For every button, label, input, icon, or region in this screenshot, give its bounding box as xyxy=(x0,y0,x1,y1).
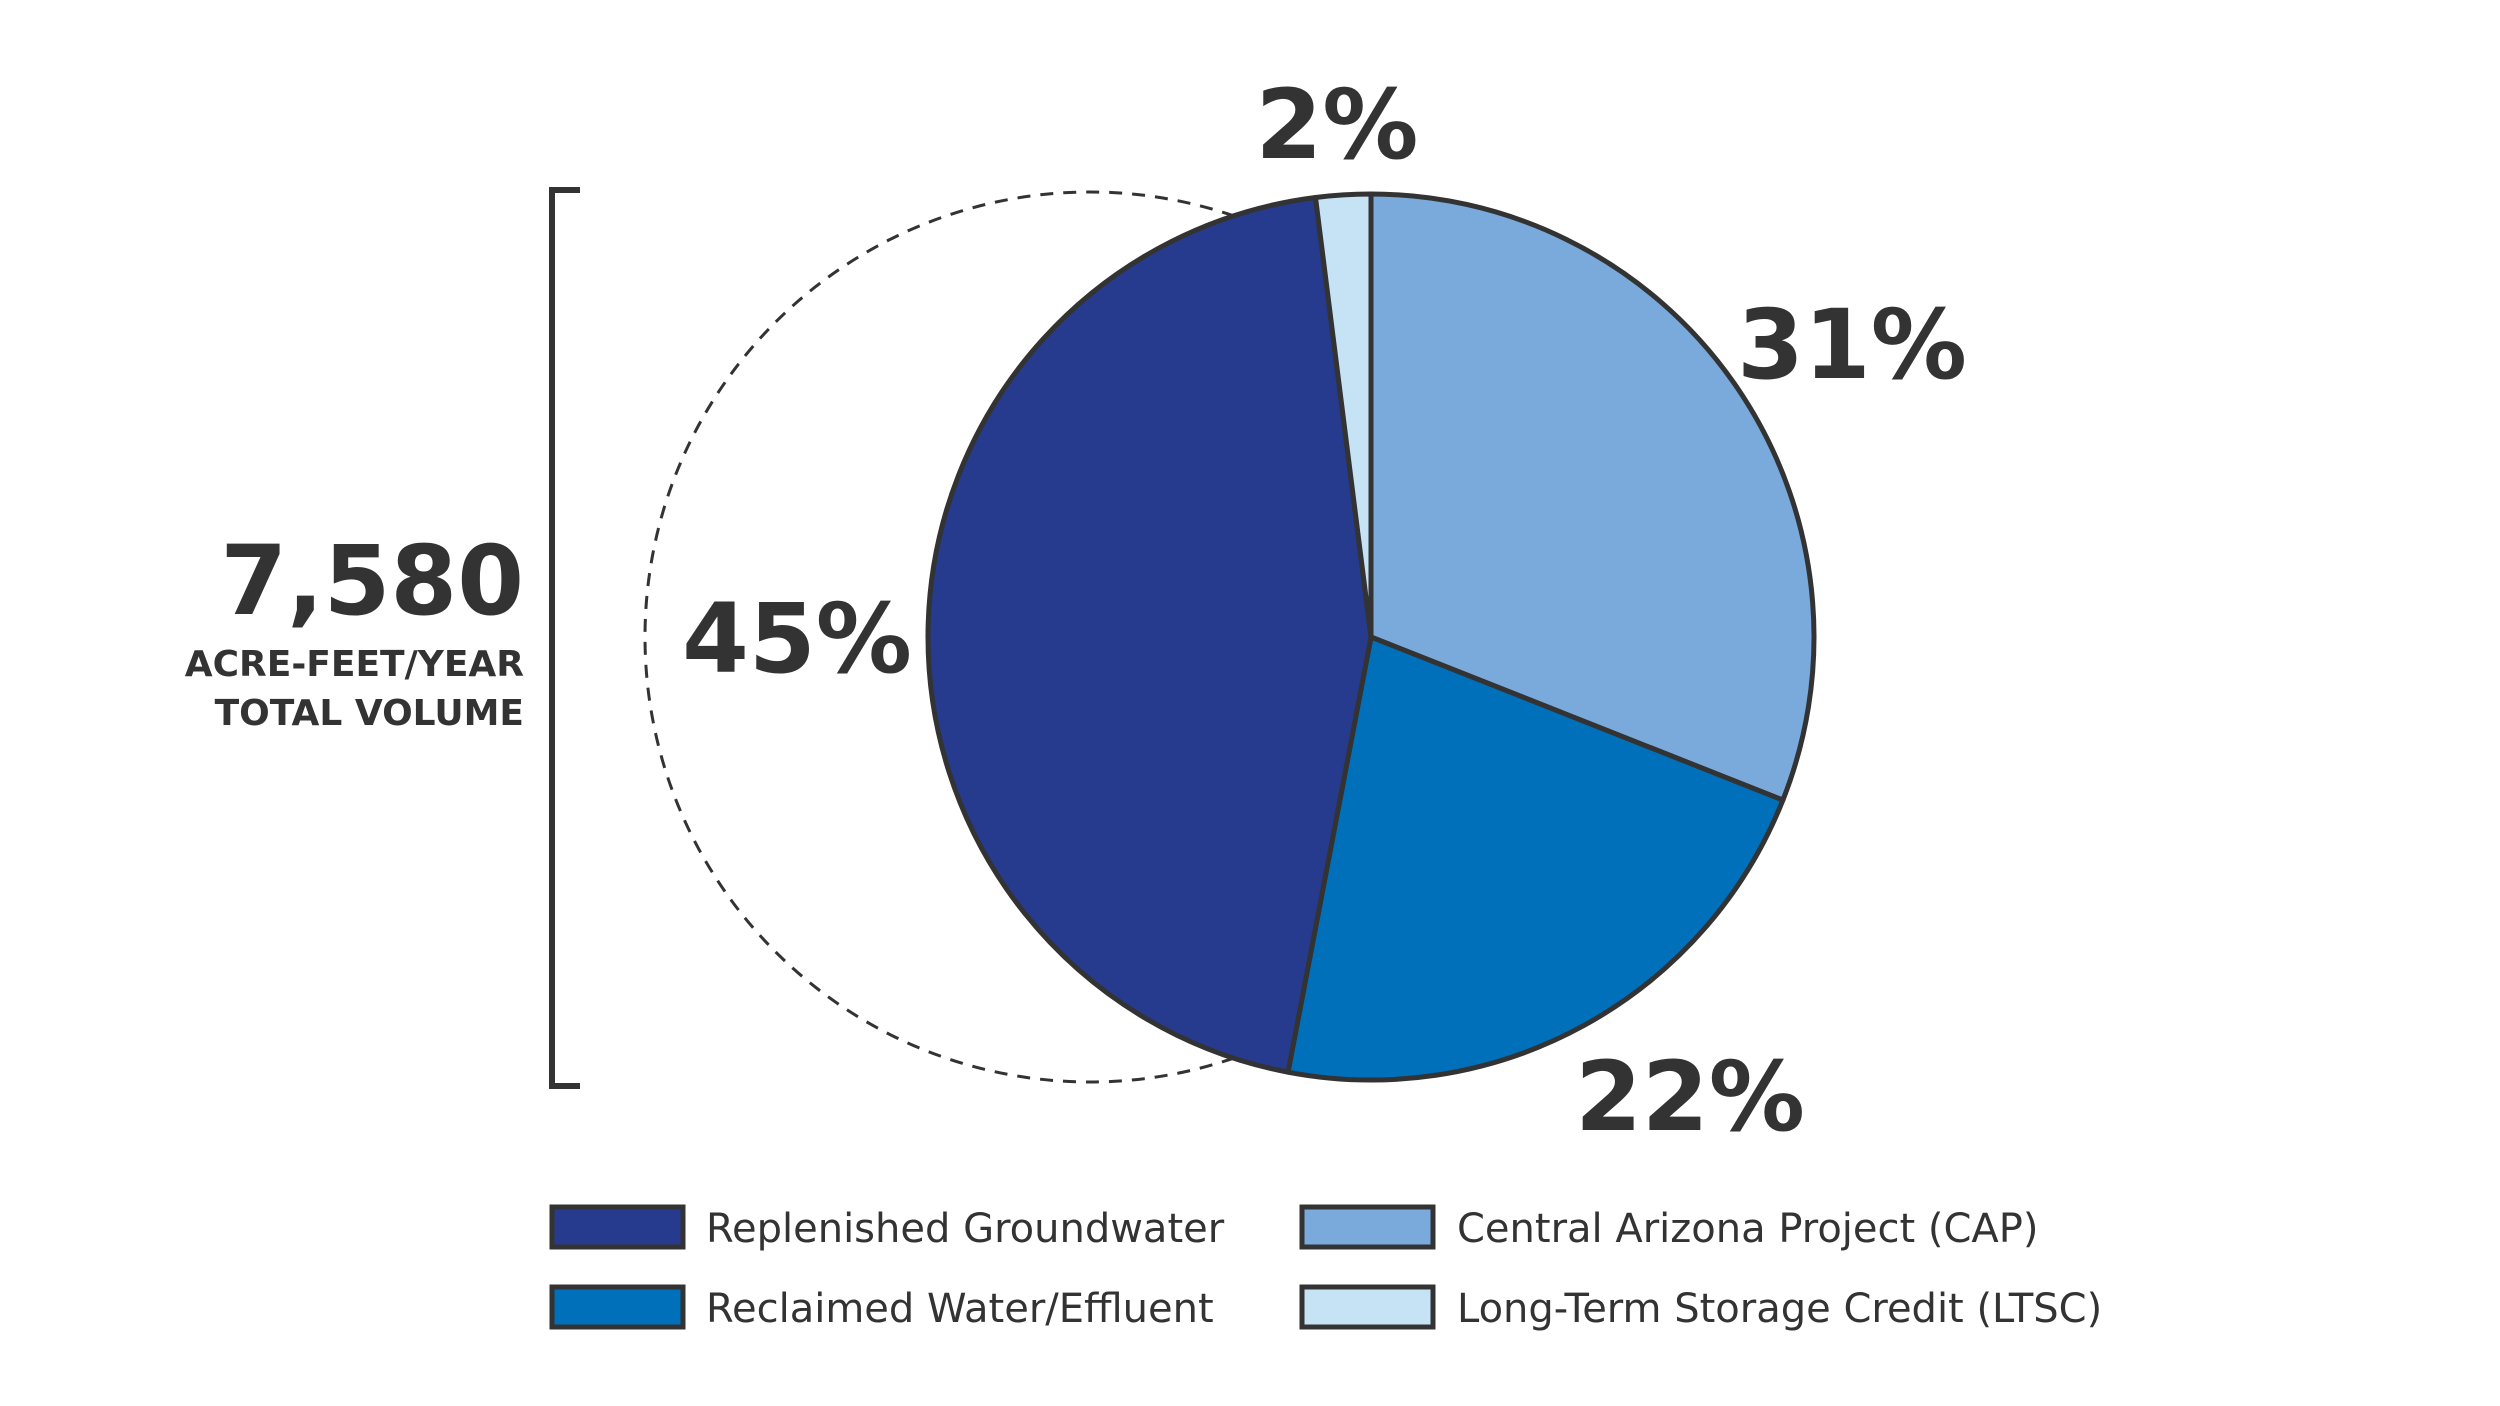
legend-swatch-reclaimed-water xyxy=(549,1284,686,1330)
pie-slices xyxy=(925,191,1817,1083)
legend-swatch-ltsc xyxy=(1299,1284,1436,1330)
slice-reclaimed-water xyxy=(1285,634,1786,1083)
slice-label-replenished-groundwater: 45% xyxy=(682,583,912,695)
legend-swatch-replenished-groundwater xyxy=(549,1204,686,1250)
slice-cap xyxy=(1368,191,1817,803)
legend-label-cap: Central Arizona Project (CAP) xyxy=(1457,1206,2039,1252)
legend-label-replenished-groundwater: Replenished Groundwater xyxy=(706,1206,1225,1252)
legend-label-reclaimed-water: Reclaimed Water/Effluent xyxy=(706,1286,1214,1332)
slice-replenished-groundwater xyxy=(925,194,1374,1075)
slice-label-ltsc: 2% xyxy=(1256,69,1419,181)
total-volume-caption-line1: ACRE-FEET/YEAR xyxy=(185,644,524,685)
total-volume-number: 7,580 xyxy=(220,525,524,637)
legend: Replenished Groundwater Central Arizona … xyxy=(549,1204,2102,1332)
slice-label-cap: 31% xyxy=(1737,289,1967,401)
total-bracket xyxy=(549,187,580,1089)
legend-swatch-cap xyxy=(1299,1204,1436,1250)
slice-label-reclaimed-water: 22% xyxy=(1575,1041,1805,1153)
slice-ltsc xyxy=(1312,191,1374,640)
total-volume-caption-line2: TOTAL VOLUME xyxy=(215,693,524,734)
legend-label-ltsc: Long-Term Storage Credit (LTSC) xyxy=(1457,1286,2102,1332)
